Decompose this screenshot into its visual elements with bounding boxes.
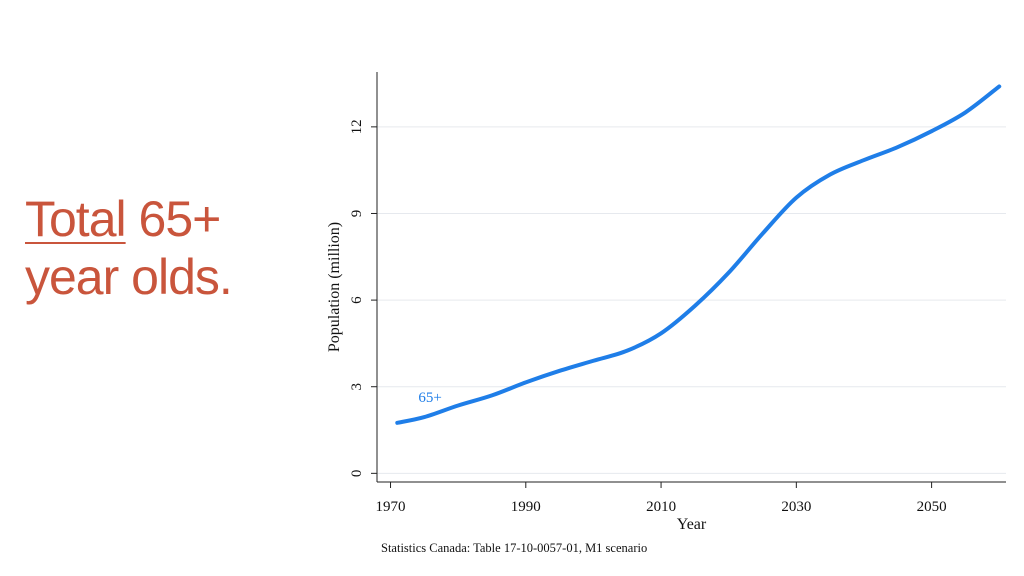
series-line-65plus bbox=[395, 84, 1002, 425]
grid-layer bbox=[377, 126, 1006, 474]
series-label-65plus: 65+ bbox=[418, 390, 441, 406]
y-tick-label: 6 bbox=[349, 296, 365, 304]
y-tick-label: 3 bbox=[349, 383, 365, 391]
title-total: Total bbox=[25, 191, 127, 247]
y-axis-title: Population (million) bbox=[326, 222, 343, 352]
slide-title: Total 65+ year olds. bbox=[25, 190, 325, 306]
y-tick-label: 9 bbox=[349, 210, 365, 218]
title-year-olds: year olds. bbox=[25, 249, 233, 305]
title-65plus: 65+ bbox=[125, 191, 222, 247]
x-tick-label: 1990 bbox=[511, 499, 541, 515]
y-tick-label: 0 bbox=[349, 470, 365, 478]
tick-layer: 0 3 6 9 12 1970 1990 2010 2030 2050 bbox=[349, 119, 947, 515]
x-tick-label: 2030 bbox=[781, 499, 811, 515]
x-axis-title: Year bbox=[677, 516, 707, 533]
source-note: Statistics Canada: Table 17-10-0057-01, … bbox=[381, 541, 647, 555]
x-tick-label: 2010 bbox=[646, 499, 676, 515]
x-tick-label: 2050 bbox=[917, 499, 947, 515]
y-tick-label: 12 bbox=[349, 119, 365, 134]
x-tick-label: 1970 bbox=[376, 499, 406, 515]
